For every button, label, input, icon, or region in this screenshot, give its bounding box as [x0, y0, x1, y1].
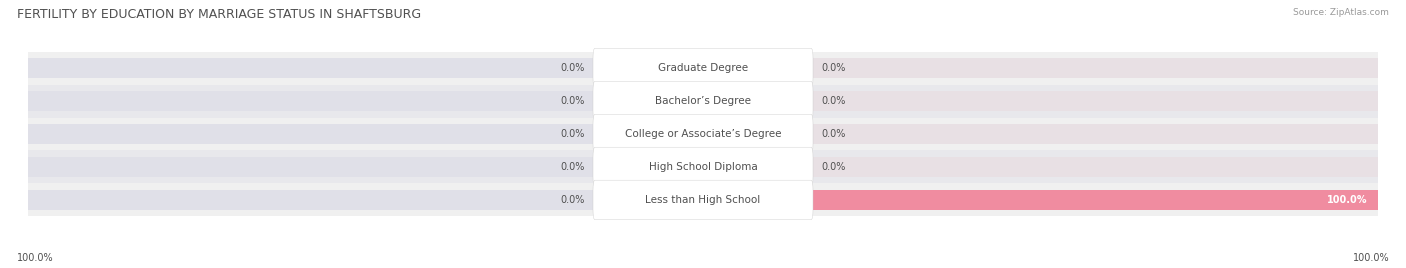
- Bar: [621, 58, 703, 78]
- Text: Graduate Degree: Graduate Degree: [658, 63, 748, 73]
- Bar: [621, 190, 703, 210]
- Bar: [703, 124, 1378, 144]
- Bar: [28, 151, 1378, 184]
- FancyBboxPatch shape: [593, 48, 813, 88]
- FancyBboxPatch shape: [593, 81, 813, 121]
- Bar: [703, 91, 1378, 111]
- Bar: [28, 190, 703, 210]
- Bar: [703, 190, 1378, 210]
- Bar: [28, 117, 1378, 151]
- Bar: [703, 58, 1378, 78]
- Bar: [703, 91, 785, 111]
- Text: Less than High School: Less than High School: [645, 195, 761, 205]
- Bar: [621, 91, 703, 111]
- Bar: [28, 184, 1378, 217]
- Text: FERTILITY BY EDUCATION BY MARRIAGE STATUS IN SHAFTSBURG: FERTILITY BY EDUCATION BY MARRIAGE STATU…: [17, 8, 420, 21]
- Bar: [703, 190, 1378, 210]
- Text: 100.0%: 100.0%: [17, 253, 53, 263]
- Bar: [703, 58, 785, 78]
- Bar: [28, 91, 703, 111]
- Text: 0.0%: 0.0%: [821, 129, 845, 139]
- Text: 0.0%: 0.0%: [561, 63, 585, 73]
- Bar: [703, 157, 785, 177]
- Text: 0.0%: 0.0%: [821, 63, 845, 73]
- Bar: [703, 157, 1378, 177]
- Bar: [621, 157, 703, 177]
- Text: 0.0%: 0.0%: [561, 129, 585, 139]
- Text: 100.0%: 100.0%: [1327, 195, 1368, 205]
- Text: 0.0%: 0.0%: [821, 96, 845, 106]
- Bar: [28, 124, 703, 144]
- Text: 0.0%: 0.0%: [561, 162, 585, 172]
- Bar: [28, 51, 1378, 84]
- FancyBboxPatch shape: [593, 147, 813, 187]
- Bar: [28, 58, 703, 78]
- Text: 0.0%: 0.0%: [561, 96, 585, 106]
- Text: High School Diploma: High School Diploma: [648, 162, 758, 172]
- Bar: [28, 84, 1378, 117]
- Text: College or Associate’s Degree: College or Associate’s Degree: [624, 129, 782, 139]
- Text: Source: ZipAtlas.com: Source: ZipAtlas.com: [1294, 8, 1389, 17]
- Text: Bachelor’s Degree: Bachelor’s Degree: [655, 96, 751, 106]
- Text: 100.0%: 100.0%: [1353, 253, 1389, 263]
- FancyBboxPatch shape: [593, 180, 813, 220]
- Bar: [621, 124, 703, 144]
- Bar: [28, 157, 703, 177]
- FancyBboxPatch shape: [593, 114, 813, 154]
- Text: 0.0%: 0.0%: [561, 195, 585, 205]
- Text: 0.0%: 0.0%: [821, 162, 845, 172]
- Bar: [703, 124, 785, 144]
